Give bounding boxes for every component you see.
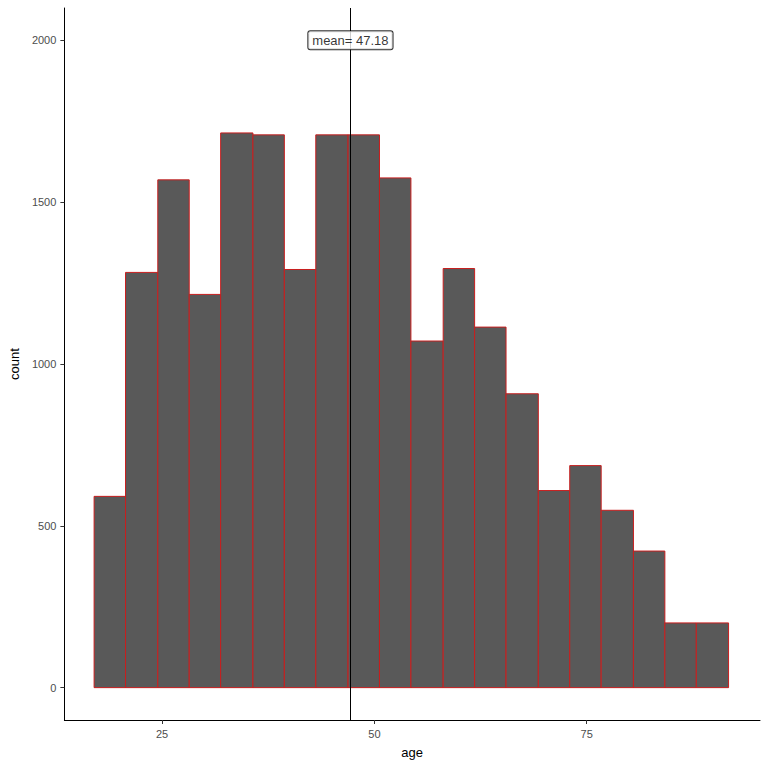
svg-text:75: 75 bbox=[581, 728, 593, 740]
svg-text:50: 50 bbox=[368, 728, 380, 740]
svg-text:age: age bbox=[401, 745, 423, 760]
svg-text:25: 25 bbox=[156, 728, 168, 740]
svg-text:mean= 47.18: mean= 47.18 bbox=[312, 33, 388, 48]
svg-text:1500: 1500 bbox=[32, 196, 56, 208]
svg-text:1000: 1000 bbox=[32, 358, 56, 370]
svg-text:0: 0 bbox=[50, 682, 56, 694]
svg-text:2000: 2000 bbox=[32, 34, 56, 46]
svg-text:count: count bbox=[7, 348, 22, 380]
svg-text:500: 500 bbox=[38, 520, 56, 532]
